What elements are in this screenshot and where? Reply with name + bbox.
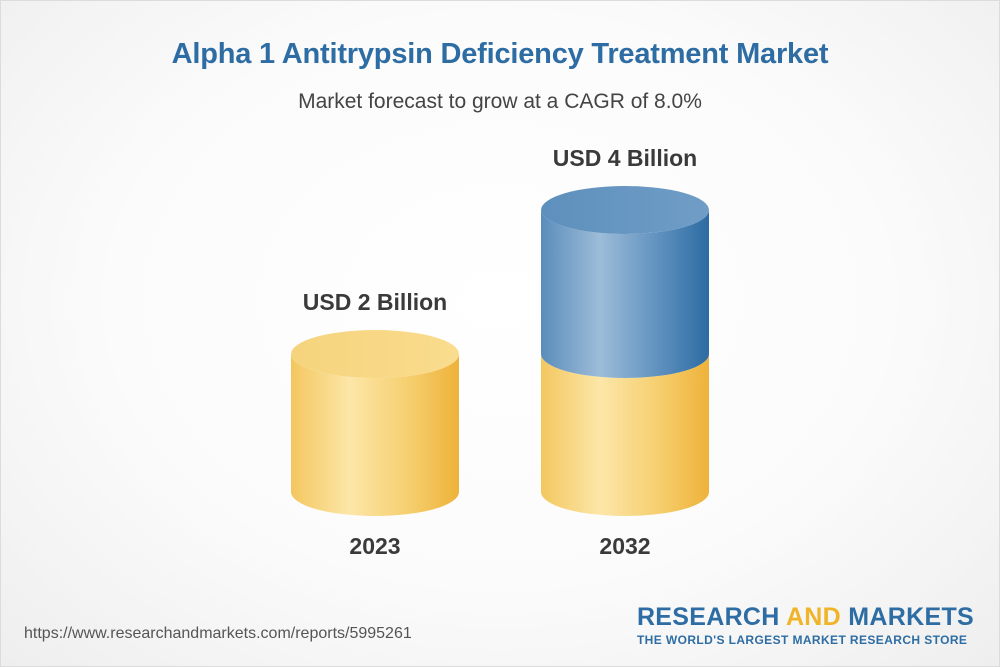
source-url[interactable]: https://www.researchandmarkets.com/repor… [24,625,412,642]
category-label-2032: 2032 [599,533,650,559]
brand-name-part1: RESEARCH [636,603,786,631]
bar-2032-growth-top [541,186,709,234]
value-label-2023: USD 2 Billion [303,289,447,315]
brand-tagline: THE WORLD'S LARGEST MARKET RESEARCH STOR… [636,633,968,647]
bar-2032-base-side [541,354,709,516]
brand-name-part3: MARKETS [841,603,974,631]
brand-name: RESEARCH AND MARKETS [637,604,974,630]
chart-title: Alpha 1 Antitrypsin Deficiency Treatment… [171,38,829,70]
brand-name-and: AND [785,603,842,631]
brand-logo: RESEARCH AND MARKETS THE WORLD'S LARGEST… [637,604,974,647]
value-label-2032: USD 4 Billion [553,145,697,171]
bar-2023-top [291,330,459,378]
bar-2032-growth-side [541,210,709,378]
category-label-2023: 2023 [349,533,400,559]
bar-2023-side [291,354,459,516]
chart-subtitle: Market forecast to grow at a CAGR of 8.0… [298,90,702,113]
